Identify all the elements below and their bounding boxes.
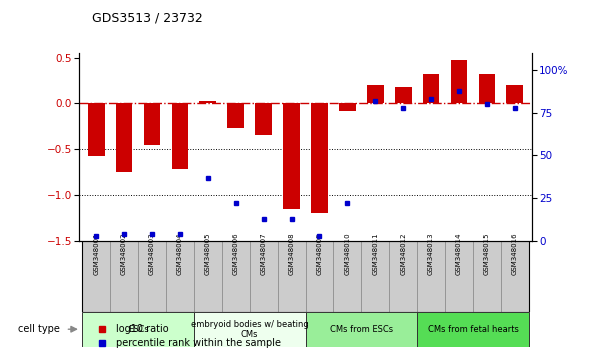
- Text: ESCs: ESCs: [128, 325, 148, 334]
- Text: GSM348016: GSM348016: [512, 232, 518, 275]
- Bar: [255, 103, 272, 136]
- Bar: [339, 103, 356, 111]
- Bar: [306, 241, 334, 312]
- Bar: [367, 85, 384, 103]
- Bar: [166, 241, 194, 312]
- Bar: [473, 241, 501, 312]
- Bar: [478, 74, 496, 103]
- Text: cell type: cell type: [18, 324, 60, 334]
- Bar: [110, 241, 138, 312]
- Bar: [227, 103, 244, 128]
- Text: CMs from ESCs: CMs from ESCs: [330, 325, 393, 334]
- Bar: [82, 312, 194, 347]
- Text: GSM348006: GSM348006: [233, 232, 239, 275]
- Bar: [395, 87, 412, 103]
- Bar: [277, 241, 306, 312]
- Text: CMs from fetal hearts: CMs from fetal hearts: [428, 325, 518, 334]
- Bar: [311, 103, 328, 213]
- Bar: [82, 241, 110, 312]
- Bar: [194, 241, 222, 312]
- Bar: [306, 312, 417, 347]
- Text: GSM348002: GSM348002: [121, 232, 127, 275]
- Bar: [445, 241, 473, 312]
- Bar: [417, 312, 529, 347]
- Bar: [361, 241, 389, 312]
- Text: GSM348013: GSM348013: [428, 232, 434, 275]
- Text: log10 ratio: log10 ratio: [115, 324, 168, 334]
- Bar: [501, 241, 529, 312]
- Text: GSM348011: GSM348011: [372, 232, 378, 275]
- Text: GSM348003: GSM348003: [149, 232, 155, 275]
- Bar: [138, 241, 166, 312]
- Bar: [283, 103, 300, 209]
- Bar: [250, 241, 277, 312]
- Text: GSM348009: GSM348009: [316, 232, 323, 275]
- Text: GSM348010: GSM348010: [345, 232, 350, 275]
- Bar: [88, 103, 104, 156]
- Bar: [172, 103, 188, 169]
- Text: GDS3513 / 23732: GDS3513 / 23732: [92, 12, 202, 25]
- Text: GSM348005: GSM348005: [205, 232, 211, 275]
- Bar: [144, 103, 160, 145]
- Bar: [115, 103, 133, 172]
- Text: GSM348012: GSM348012: [400, 232, 406, 275]
- Bar: [199, 101, 216, 103]
- Bar: [194, 312, 306, 347]
- Bar: [389, 241, 417, 312]
- Bar: [417, 241, 445, 312]
- Text: embryoid bodies w/ beating
CMs: embryoid bodies w/ beating CMs: [191, 320, 309, 339]
- Text: GSM348004: GSM348004: [177, 232, 183, 275]
- Text: GSM348007: GSM348007: [261, 232, 266, 275]
- Text: percentile rank within the sample: percentile rank within the sample: [115, 338, 280, 348]
- Bar: [451, 59, 467, 103]
- Bar: [507, 85, 523, 103]
- Bar: [222, 241, 250, 312]
- Text: GSM348015: GSM348015: [484, 232, 490, 275]
- Text: GSM348014: GSM348014: [456, 232, 462, 275]
- Text: GSM348001: GSM348001: [93, 232, 99, 275]
- Bar: [423, 74, 439, 103]
- Text: GSM348008: GSM348008: [288, 232, 295, 275]
- Bar: [334, 241, 361, 312]
